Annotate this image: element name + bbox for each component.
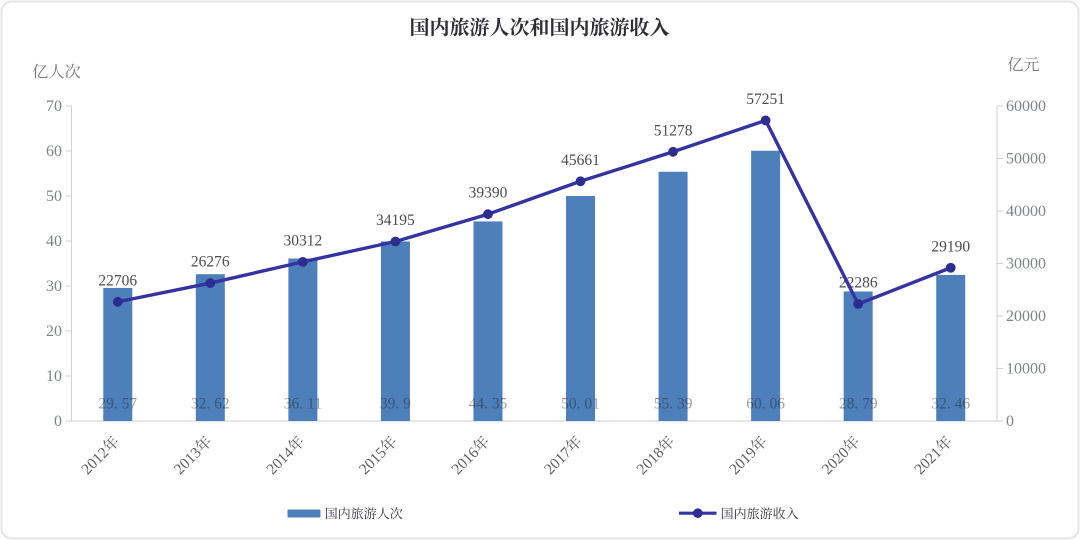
svg-text:70: 70 (46, 98, 62, 115)
svg-text:30312: 30312 (284, 232, 323, 249)
svg-text:44. 35: 44. 35 (469, 396, 508, 413)
svg-text:34195: 34195 (376, 212, 415, 229)
svg-text:10: 10 (46, 368, 62, 385)
svg-text:50000: 50000 (1006, 151, 1046, 168)
svg-text:50: 50 (46, 188, 62, 205)
svg-text:22706: 22706 (98, 272, 137, 289)
svg-text:39390: 39390 (469, 185, 508, 202)
svg-text:29190: 29190 (931, 238, 970, 255)
svg-text:60. 06: 60. 06 (746, 396, 785, 413)
svg-text:0: 0 (1006, 413, 1014, 430)
svg-text:29. 57: 29. 57 (98, 396, 137, 413)
svg-text:28. 79: 28. 79 (839, 396, 878, 413)
svg-text:51278: 51278 (654, 122, 693, 139)
svg-text:40: 40 (46, 233, 62, 250)
svg-text:30: 30 (46, 278, 62, 295)
svg-text:50. 01: 50. 01 (561, 396, 600, 413)
svg-text:10000: 10000 (1006, 361, 1046, 378)
svg-text:60: 60 (46, 143, 62, 160)
svg-text:32. 46: 32. 46 (931, 396, 970, 413)
svg-text:45661: 45661 (561, 152, 600, 169)
svg-text:20: 20 (46, 323, 62, 340)
svg-text:36. 11: 36. 11 (284, 396, 322, 413)
svg-text:32. 62: 32. 62 (191, 396, 230, 413)
svg-text:0: 0 (54, 413, 62, 430)
svg-text:57251: 57251 (746, 91, 785, 108)
svg-text:40000: 40000 (1006, 203, 1046, 220)
svg-text:20000: 20000 (1006, 308, 1046, 325)
svg-text:60000: 60000 (1006, 98, 1046, 115)
svg-text:39. 9: 39. 9 (380, 396, 411, 413)
svg-text:26276: 26276 (191, 254, 230, 271)
svg-text:55. 39: 55. 39 (654, 396, 693, 413)
svg-text:30000: 30000 (1006, 256, 1046, 273)
